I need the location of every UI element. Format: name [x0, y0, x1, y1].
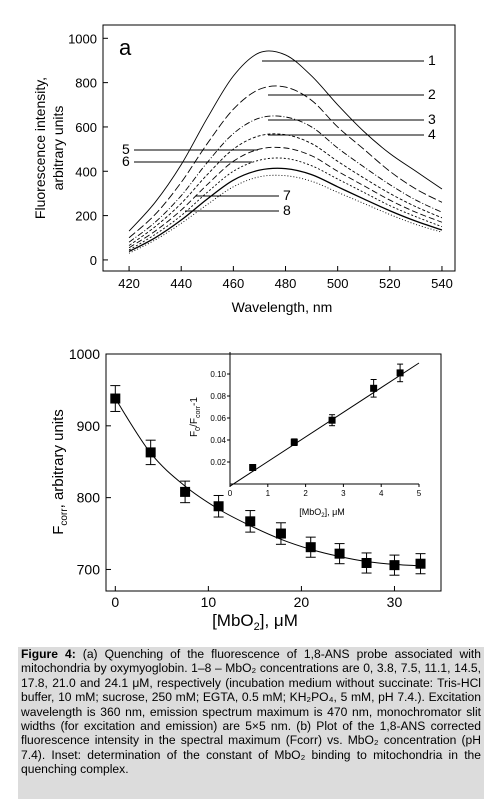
- data-point: [361, 557, 372, 568]
- inset-axes: 0 1 2 3 4 5 0.02 0.04 0.06 0.08 0.10: [210, 352, 422, 498]
- chart-a: a 420 440 460 480 500 520 540 0 200 400 600 800 1000…: [32, 24, 456, 315]
- inset-y-tick-label: 0.02: [210, 458, 226, 467]
- inset-ylabel: F0/Fcorr-1: [189, 397, 202, 437]
- inset-x-tick-label: 0: [228, 489, 233, 498]
- inset-fit-line: [229, 362, 420, 487]
- y-tick-label: 1000: [69, 346, 100, 362]
- inset-data-point: [290, 438, 298, 446]
- chart-a-ylabel-2: arbitrary units: [50, 106, 66, 191]
- y-tick-label: 700: [77, 561, 101, 577]
- chart-a-xlabel: Wavelength, nm: [232, 299, 333, 315]
- x-tick-label: 460: [223, 276, 245, 291]
- data-point: [145, 447, 156, 458]
- series-line-1: [128, 50, 443, 232]
- chart-b-frame: [105, 353, 442, 592]
- data-point: [110, 393, 121, 404]
- x-tick-label: 500: [327, 276, 349, 291]
- inset-points: [249, 363, 404, 471]
- fit-curve: [114, 398, 421, 567]
- inset-data-point: [328, 416, 336, 424]
- chart-a-series: [128, 50, 443, 254]
- chart-a-ylabel-1: Fluorescence intensity,: [32, 77, 48, 219]
- chart-b-xlabel: [MbO2], μM: [212, 611, 298, 633]
- inset-x-tick-label: 1: [266, 489, 271, 498]
- inset-x-tick-label: 2: [303, 489, 308, 498]
- data-point: [415, 558, 426, 569]
- line-label-2: 2: [428, 86, 436, 102]
- figure-caption: Figure 4: (a) Quenching of the fluoresce…: [18, 647, 484, 799]
- chart-b-ylabel: Fcorr, arbitrary units: [50, 409, 70, 535]
- x-tick-label: 480: [275, 276, 297, 291]
- y-tick-label: 1000: [68, 31, 97, 46]
- series-line-8: [128, 174, 443, 254]
- series-line-7: [128, 167, 443, 253]
- data-point: [275, 528, 286, 539]
- inset-fit-line: [229, 362, 420, 487]
- inset-y-tick-label: 0.06: [210, 414, 226, 423]
- inset-xlabel: [MbO2], μM: [299, 507, 345, 519]
- chart-a-panel-label: a: [119, 35, 132, 60]
- chart-b-fit-line: [114, 398, 421, 567]
- inset-x-tick-label: 5: [417, 489, 422, 498]
- line-label-4: 4: [428, 126, 436, 142]
- chart-b-points: [110, 385, 426, 576]
- inset-y-tick-label: 0.08: [210, 392, 226, 401]
- line-label-1: 1: [428, 52, 436, 68]
- line-label-7: 7: [283, 187, 291, 203]
- series-line-3: [128, 115, 443, 243]
- y-tick-label: 400: [75, 164, 97, 179]
- x-tick-label: 30: [387, 594, 403, 610]
- x-tick-label: 10: [201, 594, 217, 610]
- series-line-2: [128, 85, 443, 239]
- y-tick-label: 900: [77, 418, 101, 434]
- y-tick-label: 200: [75, 209, 97, 224]
- y-tick-label: 600: [75, 120, 97, 135]
- inset-x-tick-label: 3: [341, 489, 346, 498]
- x-tick-label: 440: [170, 276, 192, 291]
- chart-a-ticks: 420 440 460 480 500 520 540 0 200 400 600 800 1000: [68, 31, 453, 291]
- chart-a-frame: [102, 24, 456, 272]
- inset-data-point: [396, 369, 404, 377]
- x-tick-label: 0: [111, 594, 119, 610]
- chart-b-inset: 0 1 2 3 4 5 0.02 0.04 0.06 0.08 0.10 F0/Fcorr-1 [M…: [189, 352, 422, 519]
- x-tick-label: 20: [294, 594, 310, 610]
- caption-text: (a) Quenching of the fluorescence of 1,8…: [21, 647, 481, 777]
- line-label-6: 6: [122, 153, 130, 169]
- y-tick-label: 0: [90, 253, 97, 268]
- line-label-5: 5: [122, 141, 130, 157]
- line-label-3: 3: [428, 111, 436, 127]
- inset-y-tick-label: 0.04: [210, 436, 226, 445]
- data-point: [334, 548, 345, 559]
- inset-y-tick-label: 0.10: [210, 370, 226, 379]
- inset-data-point: [370, 384, 378, 392]
- series-line-5: [128, 146, 443, 249]
- inset-data-point: [249, 464, 257, 471]
- x-tick-label: 520: [379, 276, 401, 291]
- y-tick-label: 800: [75, 76, 97, 91]
- data-point: [389, 560, 400, 571]
- y-tick-label: 800: [77, 490, 101, 506]
- caption-label: Figure 4:: [21, 647, 76, 661]
- series-line-4: [128, 133, 443, 246]
- line-label-8: 8: [283, 202, 291, 218]
- inset-x-tick-label: 4: [379, 489, 384, 498]
- x-tick-label: 420: [118, 276, 140, 291]
- data-point: [305, 542, 316, 553]
- series-line-6: [128, 157, 443, 251]
- data-point: [213, 501, 224, 512]
- x-tick-label: 540: [431, 276, 453, 291]
- data-point: [245, 516, 256, 527]
- data-point: [180, 486, 191, 497]
